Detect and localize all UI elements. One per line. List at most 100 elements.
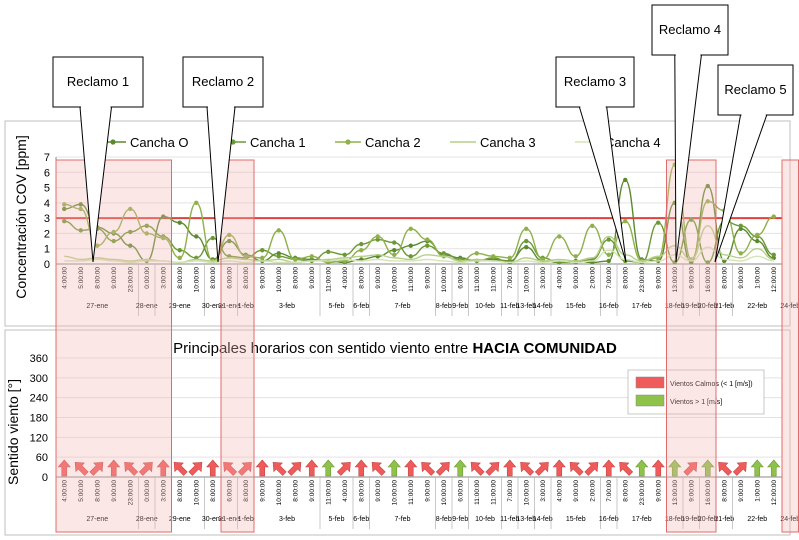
bottom-date-label: 28-ene (136, 516, 158, 523)
top-time-label: 4:00:00 (556, 267, 563, 289)
series-point (375, 234, 380, 239)
top-date-label: 10-feb (475, 303, 495, 310)
series-line-4 (64, 246, 774, 264)
series-point (705, 199, 710, 204)
bottom-time-label: 8:00:00 (721, 480, 728, 502)
top-time-label: 9:00:00 (111, 267, 118, 289)
callout-box (52, 56, 144, 108)
bottom-time-label: 10:00:00 (523, 480, 530, 506)
series-point (309, 254, 314, 259)
top-time-label: 11:00:00 (408, 267, 415, 292)
top-time-label: 10:00:00 (523, 267, 530, 293)
wind-arrow-strong (387, 459, 401, 477)
bottom-time-label: 3:00:00 (160, 480, 167, 502)
wind-arrow-calm (237, 462, 252, 476)
series-point (359, 248, 364, 253)
top-time-label: 9:00:00 (309, 267, 316, 289)
series-point (392, 248, 397, 253)
bottom-date-label: 19-feb (681, 516, 701, 523)
top-time-label: 8:00:00 (622, 267, 629, 289)
series-point (408, 254, 413, 259)
bottom-time-label: 11:00:00 (474, 480, 481, 505)
bottom-date-label: 29-ene (169, 516, 191, 523)
bottom-date-label: 17-feb (632, 516, 652, 523)
top-time-label: 8:00:00 (721, 267, 728, 289)
series-point (491, 254, 496, 259)
callout-label: Reclamo 5 (724, 82, 786, 97)
series-point (128, 206, 133, 212)
bottom-time-label: 1:00:00 (754, 480, 761, 502)
bottom-time-label: 8:00:00 (292, 480, 299, 502)
top-y-tick-label: 4 (44, 198, 50, 210)
top-legend: Cancha O Cancha 1 Cancha 2 Cancha 3 Cancha 4 (100, 135, 661, 150)
reclamo-window (666, 159, 717, 533)
top-y-tick-label: 5 (44, 183, 50, 195)
series-point (194, 200, 199, 206)
bottom-time-label: 9:00:00 (738, 480, 745, 502)
wind-arrow-calm (255, 459, 269, 477)
bottom-date-label: 15-feb (566, 516, 586, 523)
bottom-time-label: 5:00:00 (78, 480, 85, 502)
series-line-2 (64, 163, 774, 264)
bottom-time-label: 7:00:00 (606, 480, 613, 502)
bottom-time-label: 8:00:00 (622, 480, 629, 502)
bottom-date-label: 21-feb (714, 516, 734, 523)
top-y-tick-label: 0 (44, 259, 50, 271)
series-point (623, 219, 628, 224)
wind-arrow-calm (354, 459, 368, 477)
top-date-label: 18-feb (665, 303, 685, 310)
bottom-chart-title: Principales horarios con sentido viento … (173, 340, 617, 357)
top-date-label: 7-feb (395, 303, 411, 310)
bottom-time-label: 10:00:00 (276, 480, 283, 506)
wind-arrow-calm (287, 462, 302, 476)
wind-arrow-strong (701, 459, 715, 477)
top-time-label: 9:00:00 (738, 267, 745, 289)
callout-label: Reclamo 2 (192, 74, 254, 89)
top-date-label: 16-feb (599, 303, 619, 310)
bottom-time-label: 8:00:00 (94, 480, 101, 502)
bottom-time-label: 9:00:00 (111, 480, 118, 502)
top-y-tick-label: 7 (44, 152, 50, 164)
bottom-time-label: 11:00:00 (490, 480, 497, 505)
series-point (210, 235, 215, 241)
series-point (524, 226, 529, 232)
series-point (738, 251, 743, 256)
top-time-label: 10:00:00 (391, 267, 398, 293)
bottom-panel (4, 329, 791, 536)
top-time-label: 11:00:00 (490, 267, 497, 292)
series-point (62, 206, 67, 212)
series-point (771, 252, 776, 258)
bottom-time-label: 9:00:00 (309, 480, 316, 502)
top-date-label: 29-ene (169, 303, 191, 310)
wind-arrow-calm (404, 459, 418, 477)
bottom-date-label: 6-feb (353, 516, 369, 523)
bottom-time-label: 9:00:00 (688, 480, 695, 502)
bottom-time-label: 8:00:00 (243, 480, 250, 502)
bottom-time-label: 2:00:00 (589, 480, 596, 502)
legend-label: Cancha O (130, 135, 189, 150)
wind-arrow-calm (485, 462, 500, 476)
series-point (738, 226, 743, 232)
bottom-date-label: 16-feb (599, 516, 619, 523)
wind-arrow-calm (223, 462, 238, 476)
top-date-label: 5-feb (329, 303, 345, 310)
top-time-label: 8:00:00 (94, 267, 101, 289)
top-time-label: 5:00:00 (78, 267, 85, 289)
bottom-time-label: 9:00:00 (375, 480, 382, 502)
bottom-time-label: 4:00:00 (342, 480, 349, 502)
bottom-legend-swatch (635, 376, 665, 389)
series-point (755, 232, 760, 238)
series-point (392, 240, 397, 245)
wind-arrow-calm (651, 459, 665, 477)
callout-label: Reclamo 1 (67, 74, 129, 89)
top-time-label: 9:00:00 (688, 267, 695, 289)
wind-arrow-calm (435, 462, 450, 476)
wind-arrow-calm (74, 462, 89, 476)
series-point (227, 232, 232, 238)
series-point (177, 220, 182, 225)
series-point (62, 219, 67, 224)
series-point (408, 226, 413, 232)
wind-arrow-calm (371, 462, 386, 476)
